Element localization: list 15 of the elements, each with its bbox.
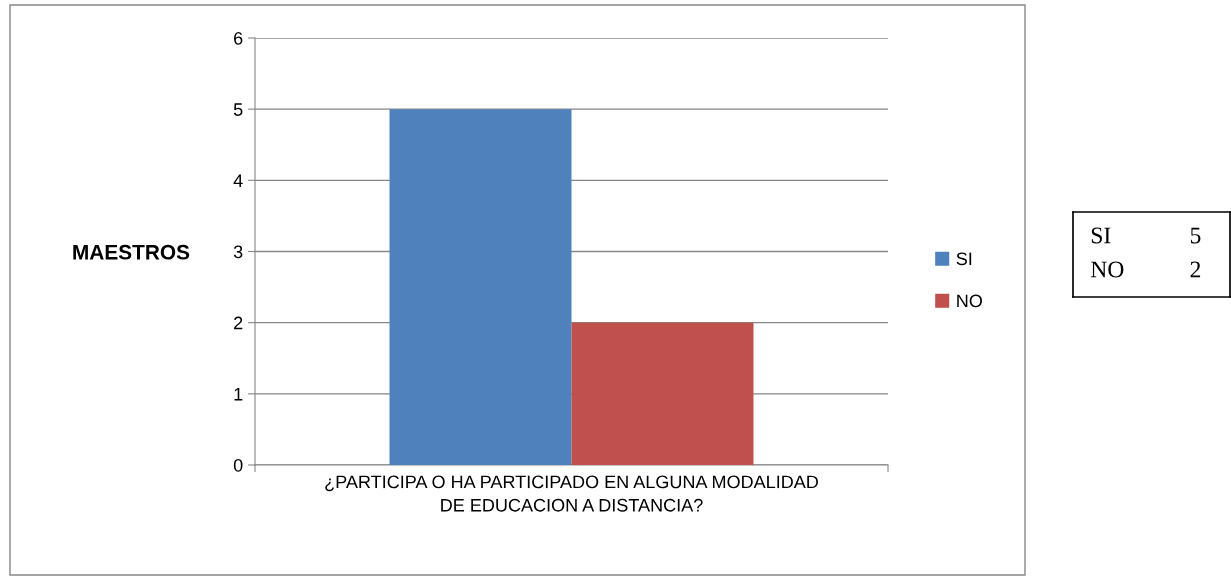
x-axis-title: ¿PARTICIPA O HA PARTICIPADO EN ALGUNA MODALIDAD DE EDUCACION A DISTANCIA? [325,475,818,512]
y-tick-label: 6 [234,31,243,45]
data-label: 2 [1190,261,1201,278]
data-label: 5 [1190,227,1201,244]
category-label: NO [1090,261,1124,278]
y-tick-label: 5 [233,103,243,116]
legend-label: NO [957,294,982,308]
y-axis-title: MAESTROS [73,244,190,260]
y-tick-label: 3 [233,245,243,259]
y-tick-label: 2 [234,316,243,330]
category-label: SI [1091,227,1111,244]
y-tick-label: 4 [233,174,243,187]
legend-label: SI [956,252,972,266]
y-tick-label: 0 [233,458,243,472]
y-tick-label: 1 [234,387,243,401]
